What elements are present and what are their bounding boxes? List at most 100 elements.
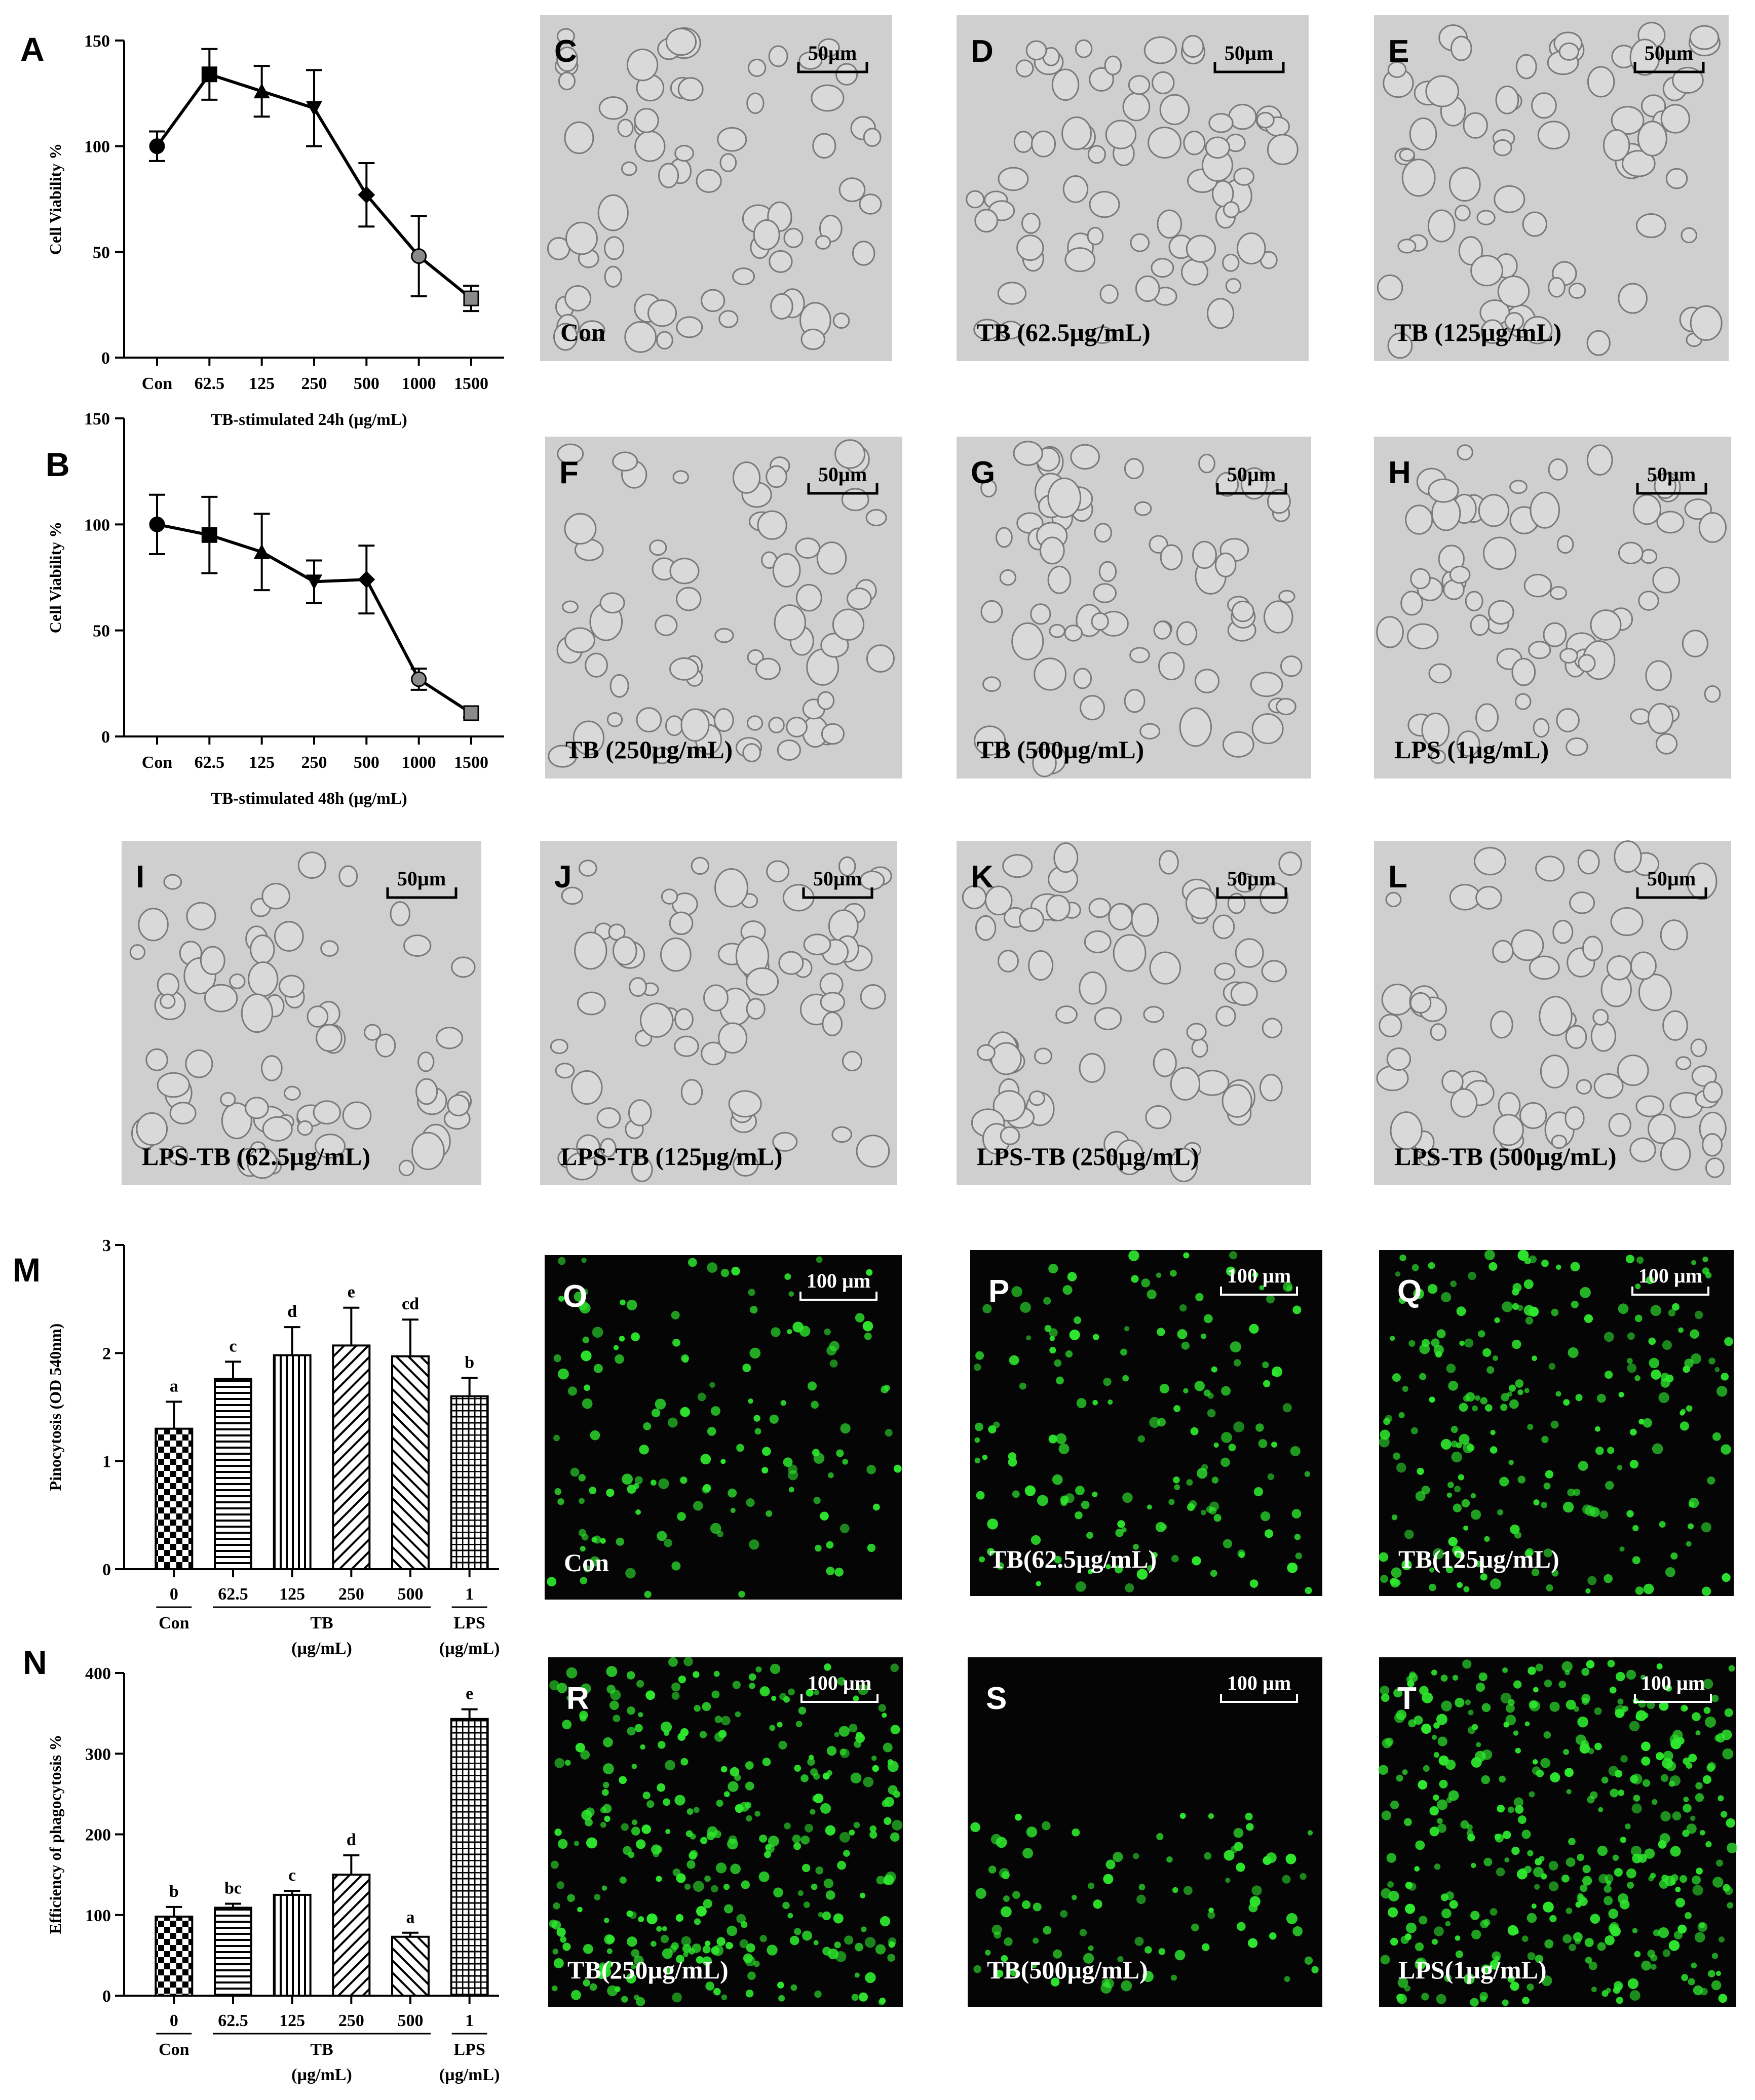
cell bbox=[1415, 1942, 1424, 1952]
cell bbox=[854, 1972, 860, 1978]
cell bbox=[835, 1951, 847, 1962]
cell bbox=[795, 537, 821, 559]
cell bbox=[662, 1926, 667, 1931]
cell bbox=[1236, 1862, 1245, 1872]
cell bbox=[556, 28, 575, 45]
cell bbox=[768, 717, 785, 733]
cell bbox=[1587, 1576, 1597, 1585]
x-tick-label: 1500 bbox=[454, 753, 488, 772]
cell bbox=[786, 716, 808, 737]
cell bbox=[818, 1912, 823, 1917]
cell bbox=[769, 1414, 779, 1424]
cell bbox=[1131, 903, 1159, 937]
cell bbox=[1577, 1716, 1588, 1728]
cell bbox=[1210, 1570, 1217, 1577]
cell bbox=[1421, 1723, 1432, 1734]
cell bbox=[662, 1948, 673, 1959]
cell bbox=[1064, 247, 1096, 273]
cell bbox=[1036, 1581, 1041, 1586]
cell bbox=[1507, 1391, 1513, 1397]
scale-bar bbox=[1631, 1287, 1709, 1296]
cell bbox=[1166, 1856, 1173, 1863]
cell bbox=[701, 1041, 727, 1066]
data-point bbox=[306, 574, 322, 590]
cell bbox=[1070, 444, 1100, 470]
cell bbox=[1490, 1578, 1501, 1589]
cell bbox=[1396, 1709, 1407, 1720]
cell bbox=[974, 209, 999, 233]
cell bbox=[683, 1657, 693, 1666]
cell bbox=[815, 235, 831, 250]
cell bbox=[1054, 1555, 1062, 1564]
cell bbox=[1032, 749, 1057, 777]
cell bbox=[375, 1033, 396, 1058]
cell bbox=[1391, 1567, 1402, 1578]
cell bbox=[1291, 1509, 1302, 1519]
cell bbox=[274, 921, 304, 952]
cell bbox=[1715, 1971, 1722, 1976]
cell bbox=[1152, 1552, 1158, 1558]
cell bbox=[1481, 1775, 1490, 1784]
cell bbox=[693, 1501, 703, 1511]
cell bbox=[1264, 1529, 1274, 1538]
cell bbox=[1137, 1435, 1145, 1443]
cell bbox=[1046, 895, 1071, 921]
cell bbox=[1521, 1830, 1531, 1839]
cell bbox=[1418, 1780, 1428, 1790]
cell bbox=[680, 708, 710, 742]
cell bbox=[1423, 1765, 1430, 1772]
cell bbox=[1398, 1412, 1405, 1419]
cell bbox=[1105, 120, 1137, 149]
cell bbox=[1626, 1357, 1633, 1364]
cell bbox=[1702, 1775, 1711, 1784]
cell bbox=[1186, 1023, 1207, 1041]
cell bbox=[661, 888, 678, 905]
cell bbox=[1718, 1936, 1725, 1943]
cell bbox=[1259, 1285, 1265, 1291]
cell bbox=[808, 1381, 817, 1391]
cell bbox=[612, 451, 638, 472]
cell bbox=[1225, 1878, 1231, 1883]
cell bbox=[415, 1078, 438, 1105]
cell bbox=[668, 1657, 678, 1667]
cell bbox=[597, 194, 629, 231]
cell bbox=[712, 1945, 724, 1956]
cell bbox=[1543, 622, 1567, 647]
cell bbox=[843, 1850, 850, 1857]
cell bbox=[1457, 1582, 1463, 1588]
cell bbox=[1136, 1894, 1146, 1904]
cell bbox=[1688, 1523, 1694, 1530]
cell bbox=[1721, 1444, 1731, 1455]
cell bbox=[657, 1783, 666, 1792]
cell bbox=[634, 130, 666, 162]
cell bbox=[1523, 573, 1552, 598]
cell bbox=[629, 977, 647, 997]
cell bbox=[1290, 1446, 1301, 1457]
cell bbox=[1246, 1823, 1254, 1831]
cell bbox=[1013, 441, 1043, 466]
cell bbox=[745, 1989, 754, 1998]
cell bbox=[1134, 501, 1152, 516]
cell bbox=[1548, 1363, 1556, 1370]
cell bbox=[1571, 1300, 1579, 1309]
cell bbox=[772, 553, 801, 588]
cell bbox=[1052, 1474, 1063, 1485]
error-bar bbox=[225, 1902, 241, 1908]
cell bbox=[1088, 1945, 1094, 1951]
scale-bar-label: 50µm bbox=[1225, 42, 1273, 64]
cell bbox=[798, 51, 823, 70]
cell bbox=[1721, 1373, 1729, 1381]
cell bbox=[646, 1800, 655, 1808]
cell bbox=[1512, 1339, 1521, 1349]
cell bbox=[1681, 1974, 1689, 1981]
significance-letter: e bbox=[466, 1685, 473, 1703]
cell bbox=[1548, 1861, 1558, 1871]
cell bbox=[1433, 1722, 1440, 1729]
cell bbox=[635, 1509, 641, 1515]
cell bbox=[820, 1511, 829, 1521]
cell bbox=[1124, 1326, 1130, 1332]
cell bbox=[1482, 1348, 1492, 1357]
cell bbox=[1681, 1704, 1688, 1712]
cell bbox=[1179, 1304, 1187, 1312]
